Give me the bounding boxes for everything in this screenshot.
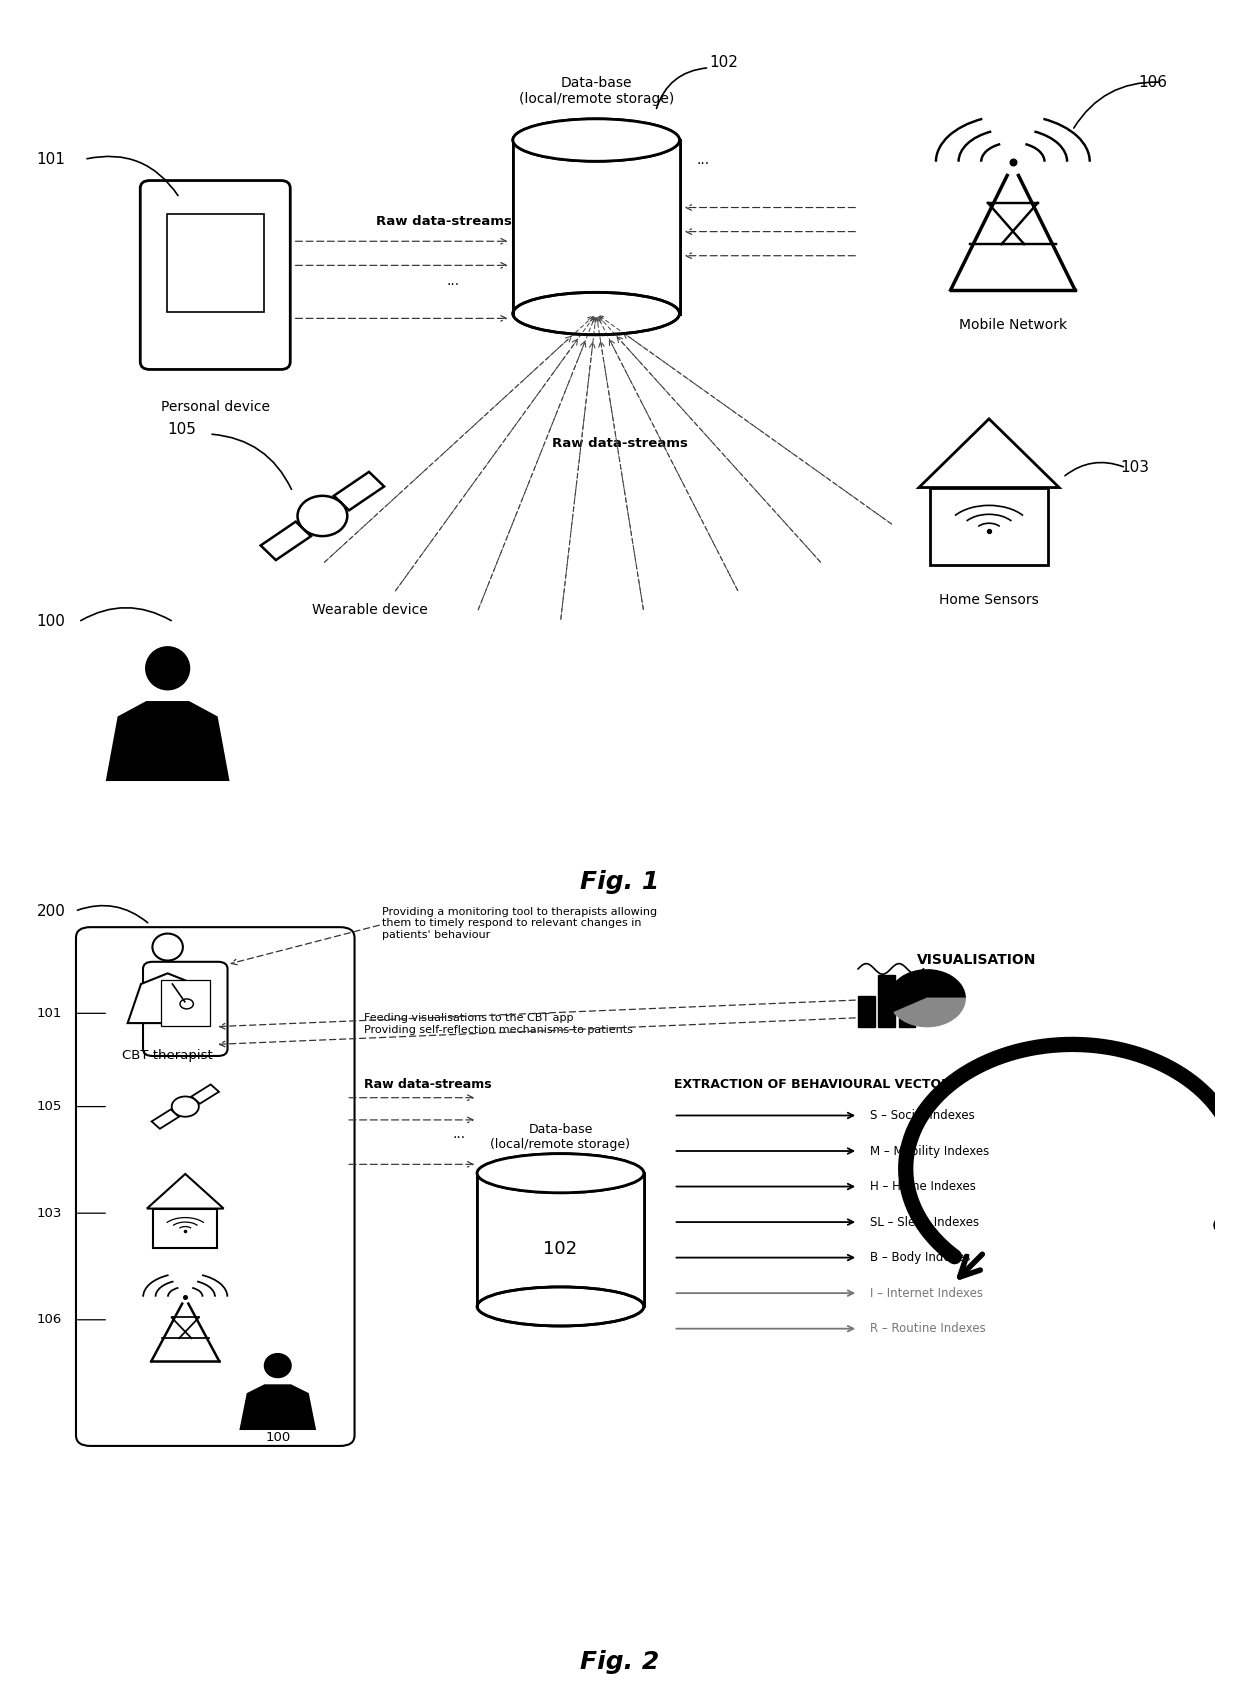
Text: ...: ... <box>453 1126 466 1141</box>
Text: 101: 101 <box>37 1007 62 1021</box>
Text: 101: 101 <box>37 151 66 167</box>
Text: 102: 102 <box>543 1240 578 1257</box>
Polygon shape <box>260 522 311 560</box>
Polygon shape <box>334 471 384 510</box>
FancyBboxPatch shape <box>167 214 264 311</box>
Polygon shape <box>191 1085 219 1104</box>
Bar <box>858 995 874 1027</box>
Text: 100: 100 <box>265 1431 290 1444</box>
Text: CBT therapist: CBT therapist <box>123 1050 213 1061</box>
Text: Wearable device: Wearable device <box>312 602 428 617</box>
Text: Home Sensors: Home Sensors <box>939 594 1039 607</box>
Text: B – Body Indexes: B – Body Indexes <box>870 1252 971 1264</box>
Polygon shape <box>513 139 680 313</box>
Ellipse shape <box>477 1153 644 1192</box>
Text: 106: 106 <box>37 1313 62 1327</box>
Wedge shape <box>894 998 965 1027</box>
Polygon shape <box>239 1385 316 1431</box>
FancyBboxPatch shape <box>160 980 210 1026</box>
FancyBboxPatch shape <box>143 961 227 1056</box>
Ellipse shape <box>477 1153 644 1192</box>
Text: EXTRACTION OF BEHAVIOURAL VECTORS: EXTRACTION OF BEHAVIOURAL VECTORS <box>673 1078 960 1090</box>
Text: 102: 102 <box>709 56 738 70</box>
Text: 105: 105 <box>167 422 196 437</box>
Text: Fig. 1: Fig. 1 <box>580 871 660 895</box>
Text: Raw data-streams: Raw data-streams <box>365 1078 492 1090</box>
Text: Fig. 2: Fig. 2 <box>580 1650 660 1674</box>
Text: Data-base
(local/remote storage): Data-base (local/remote storage) <box>518 77 673 107</box>
Polygon shape <box>105 701 229 781</box>
Text: 105: 105 <box>37 1101 62 1112</box>
Text: Raw data-streams: Raw data-streams <box>552 437 688 451</box>
Text: H – Home Indexes: H – Home Indexes <box>870 1180 976 1192</box>
Polygon shape <box>146 1174 223 1209</box>
Text: ...: ... <box>697 153 709 167</box>
Text: Providing a monitoring tool to therapists allowing
them to timely respond to rel: Providing a monitoring tool to therapist… <box>382 907 657 941</box>
Wedge shape <box>889 970 965 1012</box>
Text: 106: 106 <box>1138 75 1167 90</box>
Text: I – Internet Indexes: I – Internet Indexes <box>870 1286 983 1300</box>
Text: Feeding visualisations to the CBT app
Providing self-reflection mechanisms to pa: Feeding visualisations to the CBT app Pr… <box>365 1014 632 1034</box>
Text: S – Social Indexes: S – Social Indexes <box>870 1109 975 1123</box>
Text: Data-base
(local/remote storage): Data-base (local/remote storage) <box>491 1123 630 1152</box>
Ellipse shape <box>264 1352 291 1378</box>
Text: ...: ... <box>446 274 460 287</box>
Text: Mobile Network: Mobile Network <box>959 318 1066 332</box>
Polygon shape <box>477 1174 644 1306</box>
Ellipse shape <box>145 646 190 691</box>
Bar <box>930 488 1048 565</box>
Bar <box>899 990 915 1027</box>
Ellipse shape <box>513 119 680 162</box>
Text: 103: 103 <box>1120 461 1149 475</box>
Text: 100: 100 <box>37 614 66 629</box>
Text: Personal device: Personal device <box>161 400 270 415</box>
Polygon shape <box>151 1109 179 1129</box>
Text: VISUALISATION: VISUALISATION <box>918 953 1037 968</box>
Polygon shape <box>919 418 1059 488</box>
Text: Raw data-streams: Raw data-streams <box>376 216 512 228</box>
Text: M – Mobility Indexes: M – Mobility Indexes <box>870 1145 990 1157</box>
Text: 200: 200 <box>37 903 66 919</box>
FancyBboxPatch shape <box>140 180 290 369</box>
Text: SL – Sleep Indexes: SL – Sleep Indexes <box>870 1216 980 1228</box>
Polygon shape <box>128 973 207 1022</box>
Text: R – Routine Indexes: R – Routine Indexes <box>870 1322 986 1335</box>
Bar <box>878 975 895 1027</box>
Ellipse shape <box>513 119 680 162</box>
Bar <box>153 1209 217 1249</box>
Text: 103: 103 <box>37 1206 62 1220</box>
